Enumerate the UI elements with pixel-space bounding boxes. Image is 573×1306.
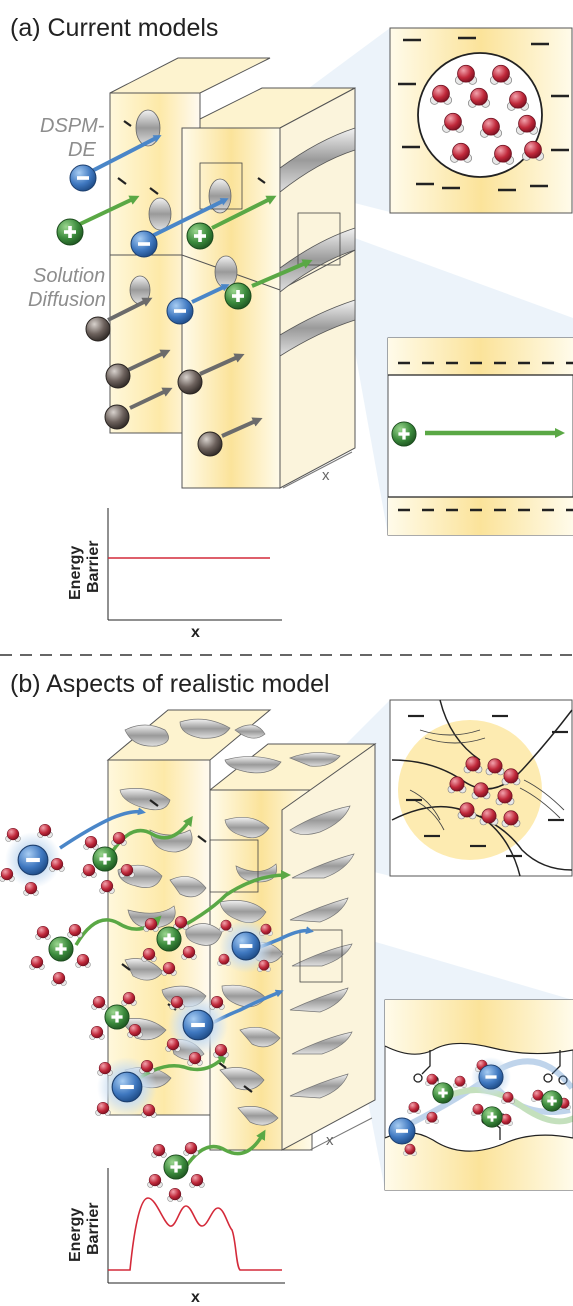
energy-a-ylabel-line1: Energy (67, 546, 84, 600)
panel-b: (b) Aspects of realistic model x (0, 670, 573, 1306)
dspm-label-line2: DE (68, 139, 96, 161)
cation-icon (163, 1154, 189, 1180)
panel-b-block-x-label: x (326, 1132, 334, 1149)
cation-icon (481, 1106, 503, 1128)
cation-icon (92, 846, 118, 872)
membrane-block-a: x (109, 57, 356, 489)
panel-a: (a) Current models (10, 14, 573, 641)
hydrated-cation (29, 923, 91, 986)
ion-trajectories-a (77, 135, 313, 438)
energy-plot-a: Energy Barrier x (67, 508, 282, 641)
hydrated-anion (217, 919, 273, 973)
cation-icon (391, 421, 417, 447)
dspm-label-line1: DSPM- (40, 115, 105, 137)
zoom-inset-pore-b (389, 699, 573, 877)
anion-icon (111, 1071, 143, 1103)
cation-icon (432, 1082, 454, 1104)
cation-icon (541, 1090, 563, 1112)
neutral-solute-icon (105, 363, 131, 389)
anion-icon (166, 297, 194, 325)
energy-a-ylabel-line2: Barrier (85, 541, 102, 593)
cation-icon (224, 282, 252, 310)
neutral-solute-icon (104, 404, 130, 430)
zoom-inset-channel-b (384, 999, 573, 1191)
hydrated-cation (147, 1141, 205, 1202)
energy-a-xlabel: x (191, 624, 200, 641)
hydrated-anion (0, 823, 65, 896)
zoom-inset-channel-a (387, 337, 573, 536)
anion-icon (130, 230, 158, 258)
energy-b-ylabel-line2: Barrier (85, 1203, 102, 1255)
cation-icon (48, 936, 74, 962)
cation-icon (104, 1004, 130, 1030)
neutral-solute-icon (177, 369, 203, 395)
cation-icon (156, 926, 182, 952)
neutral-solute-icon (197, 431, 223, 457)
panel-a-block-x-label: x (322, 467, 330, 484)
energy-b-xlabel: x (191, 1289, 200, 1306)
neutral-solute-icon (85, 316, 111, 342)
anion-icon (182, 1009, 214, 1041)
cation-icon (56, 218, 84, 246)
anion-icon (231, 931, 261, 961)
panel-a-title: (a) Current models (10, 14, 218, 42)
cation-icon (186, 222, 214, 250)
energy-b-ylabel-line1: Energy (67, 1208, 84, 1262)
solution-label: Solution (33, 265, 105, 287)
anion-icon (388, 1117, 416, 1145)
energy-barrier-curve-b (108, 1197, 282, 1271)
hydrated-anion (95, 1057, 157, 1118)
anion-icon (478, 1064, 504, 1090)
panel-b-title: (b) Aspects of realistic model (10, 670, 330, 698)
energy-plot-b: Energy Barrier x (67, 1168, 285, 1306)
diffusion-label: Diffusion (28, 289, 106, 311)
hydrated-anion (165, 995, 229, 1066)
zoom-inset-pore-a (389, 27, 573, 214)
anion-icon (69, 164, 97, 192)
anion-icon (17, 844, 49, 876)
